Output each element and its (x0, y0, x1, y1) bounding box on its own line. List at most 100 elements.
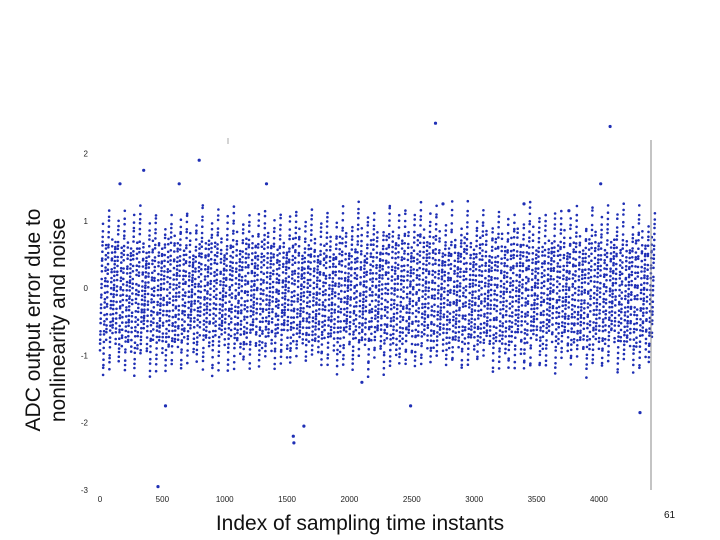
data-point (179, 218, 183, 221)
data-point (165, 332, 168, 335)
data-point (220, 319, 224, 323)
data-point (214, 324, 217, 328)
data-point (493, 289, 497, 293)
data-point (248, 348, 252, 351)
data-point (546, 297, 549, 301)
data-point (508, 302, 512, 306)
data-point (484, 269, 487, 273)
data-point (566, 257, 569, 261)
data-point (114, 245, 117, 249)
data-point (273, 341, 277, 345)
data-point (589, 303, 592, 307)
data-point (442, 306, 446, 309)
data-point (135, 264, 139, 268)
x-tick-label: 500 (156, 495, 170, 504)
data-point (480, 302, 483, 305)
data-point (523, 337, 527, 340)
data-point (137, 290, 140, 294)
data-point (449, 288, 452, 292)
data-point (461, 317, 465, 320)
data-point (254, 251, 257, 254)
data-point (518, 261, 522, 265)
data-point (484, 250, 488, 254)
data-point (402, 305, 405, 309)
data-point (318, 287, 322, 291)
data-point (144, 281, 147, 284)
data-point (359, 268, 363, 271)
data-point (485, 334, 488, 338)
data-point (292, 333, 295, 337)
data-point (278, 267, 281, 270)
data-point (383, 342, 386, 345)
data-point (280, 333, 283, 337)
data-point (454, 331, 458, 335)
data-point (382, 353, 386, 357)
data-point (175, 291, 178, 295)
data-point (335, 237, 338, 240)
data-point (524, 287, 528, 290)
data-point (139, 212, 142, 216)
data-point (483, 321, 486, 325)
data-point (516, 330, 520, 334)
data-point (392, 315, 396, 319)
data-point (462, 286, 465, 290)
data-point (159, 293, 162, 297)
data-point (261, 341, 264, 344)
data-point (458, 314, 461, 317)
data-point (351, 225, 354, 229)
data-point (316, 254, 320, 258)
data-point (614, 277, 618, 281)
data-point (220, 321, 224, 325)
data-point (215, 281, 218, 285)
data-point (428, 235, 432, 238)
data-point (405, 319, 408, 323)
data-point (289, 336, 293, 339)
data-point (360, 244, 363, 248)
data-point (134, 310, 138, 313)
data-point (556, 270, 559, 273)
data-point (202, 323, 206, 326)
data-point (129, 267, 132, 270)
data-point (450, 214, 454, 217)
data-point (286, 303, 290, 307)
data-point (217, 361, 220, 365)
data-point (428, 256, 431, 259)
data-point (267, 331, 270, 335)
data-point (122, 253, 126, 257)
data-point (255, 325, 258, 328)
data-point (620, 297, 623, 300)
data-point (497, 367, 501, 370)
data-point (275, 290, 278, 294)
data-point (319, 243, 323, 246)
data-point (645, 288, 649, 292)
data-point (324, 277, 328, 280)
data-point (434, 228, 438, 231)
data-point (615, 254, 618, 258)
data-point (585, 353, 589, 357)
data-point (509, 284, 512, 288)
data-point (633, 284, 637, 287)
data-point (131, 286, 134, 290)
data-point (225, 252, 229, 255)
data-point (187, 306, 190, 310)
data-point (457, 320, 461, 323)
data-point (107, 209, 111, 212)
data-point (344, 271, 347, 275)
data-point (361, 313, 365, 316)
data-point (367, 353, 370, 356)
data-point (271, 285, 275, 289)
data-point (554, 328, 558, 331)
data-point (218, 297, 222, 301)
data-point (220, 324, 224, 328)
data-point (244, 266, 247, 269)
data-point (312, 292, 315, 296)
data-point (499, 308, 502, 311)
data-point (497, 232, 500, 236)
x-axis-ticks: 0 500 1000 1500 2000 2500 3000 3500 4000 (98, 495, 609, 504)
data-point (522, 367, 526, 370)
data-point (624, 276, 628, 280)
data-point (100, 264, 104, 268)
data-point (177, 313, 180, 316)
data-point (117, 355, 121, 359)
data-point (175, 274, 179, 277)
